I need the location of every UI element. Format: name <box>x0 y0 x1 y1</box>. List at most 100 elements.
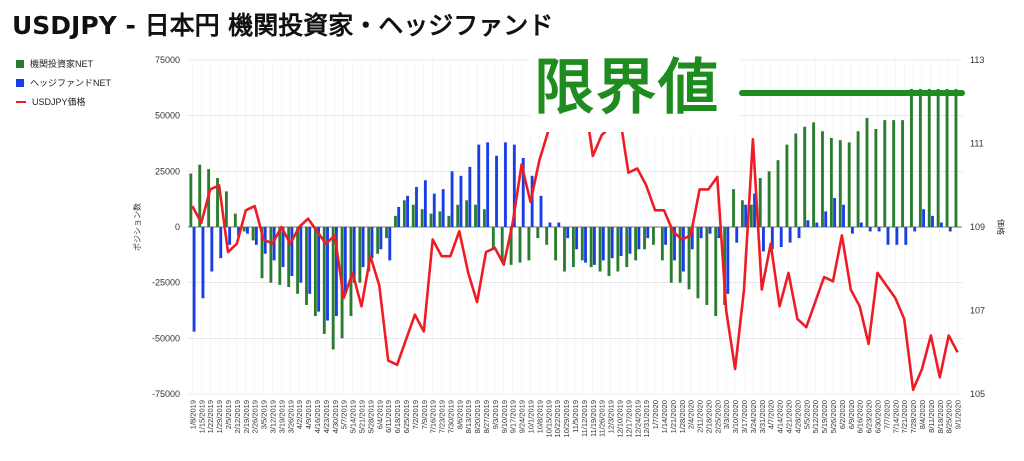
x-tick-label: 7/14/2020 <box>891 400 900 433</box>
x-tick-label: 7/30/2019 <box>446 400 455 433</box>
x-tick-label: 4/30/2019 <box>331 400 340 433</box>
x-tick-label: 11/5/2019 <box>571 400 580 433</box>
bar-hedge-funds <box>886 227 890 245</box>
bar-managers <box>696 227 700 299</box>
x-tick-label: 2/26/2019 <box>251 400 260 433</box>
y-tick-label: -25000 <box>152 278 180 288</box>
x-tick-label: 3/10/2020 <box>731 400 740 433</box>
bar-managers <box>838 140 842 227</box>
bar-hedge-funds <box>833 198 837 227</box>
bar-managers <box>785 144 789 227</box>
x-tick-label: 5/12/2020 <box>811 400 820 433</box>
x-tick-label: 5/28/2019 <box>366 400 375 433</box>
bar-managers <box>429 213 433 227</box>
bar-hedge-funds <box>850 227 854 234</box>
x-tick-label: 4/9/2019 <box>304 400 313 429</box>
x-tick-label: 11/26/2019 <box>598 400 607 437</box>
x-tick-label: 7/16/2019 <box>429 400 438 433</box>
y2-tick-label: 107 <box>970 306 985 316</box>
bar-hedge-funds <box>486 142 490 227</box>
x-tick-label: 2/19/2019 <box>242 400 251 433</box>
x-tick-label: 3/5/2019 <box>260 400 269 429</box>
x-tick-label: 6/18/2019 <box>393 400 402 433</box>
y-tick-label: 75000 <box>155 55 180 65</box>
x-tick-label: 5/21/2019 <box>358 400 367 433</box>
bar-hedge-funds <box>664 227 668 245</box>
bar-hedge-funds <box>815 222 819 227</box>
x-tick-label: 10/15/2019 <box>544 400 553 438</box>
bar-managers <box>322 227 326 334</box>
bar-hedge-funds <box>592 227 596 265</box>
y-tick-label: 50000 <box>155 111 180 121</box>
bar-managers <box>287 227 291 288</box>
y2-axis-title: 価格 <box>996 219 1006 235</box>
x-tick-label: 11/19/2019 <box>589 400 598 437</box>
bar-managers <box>313 227 317 317</box>
bar-managers <box>687 227 691 290</box>
bar-hedge-funds <box>842 204 845 227</box>
bar-managers <box>447 215 451 227</box>
bar-hedge-funds <box>868 227 872 232</box>
x-tick-label: 1/29/2019 <box>215 400 224 433</box>
x-tick-label: 8/25/2020 <box>945 400 954 433</box>
bar-hedge-funds <box>681 227 685 272</box>
x-tick-label: 8/20/2019 <box>473 400 482 433</box>
bar-hedge-funds <box>512 144 516 227</box>
bar-hedge-funds <box>219 227 223 259</box>
bar-managers <box>331 227 335 350</box>
legend-item-price: USDJPY価格 <box>16 92 111 111</box>
bar-managers <box>767 171 771 227</box>
bar-hedge-funds <box>575 227 579 250</box>
bar-hedge-funds <box>628 227 632 254</box>
bar-managers <box>660 227 664 261</box>
bar-hedge-funds <box>334 227 338 317</box>
x-tick-label: 6/2/2020 <box>838 400 847 429</box>
x-tick-label: 3/31/2020 <box>758 400 767 433</box>
bar-managers <box>233 213 237 227</box>
bar-hedge-funds <box>895 227 899 245</box>
x-tick-label: 6/16/2020 <box>856 400 865 433</box>
bar-hedge-funds <box>237 227 240 236</box>
x-tick-label: 1/22/2019 <box>206 400 215 433</box>
bar-managers <box>465 200 469 227</box>
bar-managers <box>500 227 504 261</box>
bar-managers <box>598 227 602 272</box>
bar-managers <box>652 227 655 245</box>
x-tick-label: 7/21/2020 <box>900 400 909 433</box>
bar-hedge-funds <box>432 193 436 227</box>
x-tick-label: 6/25/2019 <box>402 400 411 433</box>
x-tick-label: 1/28/2020 <box>678 400 687 433</box>
bar-managers <box>394 215 397 227</box>
bar-managers <box>305 227 308 305</box>
x-tick-label: 12/31/2019 <box>642 400 651 438</box>
bar-hedge-funds <box>939 222 943 227</box>
bar-hedge-funds <box>272 227 276 261</box>
legend-swatch-hedge-funds <box>16 78 24 87</box>
bar-managers <box>260 227 264 279</box>
bar-hedge-funds <box>913 227 917 232</box>
bar-hedge-funds <box>495 155 498 227</box>
x-tick-label: 2/18/2020 <box>704 400 713 433</box>
x-tick-label: 4/21/2020 <box>785 400 794 433</box>
bar-hedge-funds <box>566 227 570 239</box>
x-tick-label: 12/3/2019 <box>607 400 616 433</box>
bar-hedge-funds <box>228 227 232 245</box>
x-tick-label: 3/12/2019 <box>269 400 278 433</box>
bar-hedge-funds <box>584 227 587 263</box>
y-tick-label: 0 <box>175 222 180 232</box>
x-tick-label: 6/4/2019 <box>375 400 384 429</box>
x-tick-label: 10/22/2019 <box>553 400 562 438</box>
x-tick-label: 5/5/2020 <box>802 400 811 429</box>
x-tick-label: 1/8/2019 <box>188 400 197 429</box>
y-axis-title: ポジション数 <box>132 203 142 251</box>
bar-managers <box>634 227 638 261</box>
bar-managers <box>491 227 495 250</box>
x-tick-label: 7/9/2019 <box>420 400 429 429</box>
x-tick-label: 2/11/2020 <box>696 400 705 433</box>
bar-hedge-funds <box>646 227 650 239</box>
bar-managers <box>776 160 780 227</box>
legend-swatch-price <box>16 100 26 103</box>
bar-hedge-funds <box>619 227 623 256</box>
